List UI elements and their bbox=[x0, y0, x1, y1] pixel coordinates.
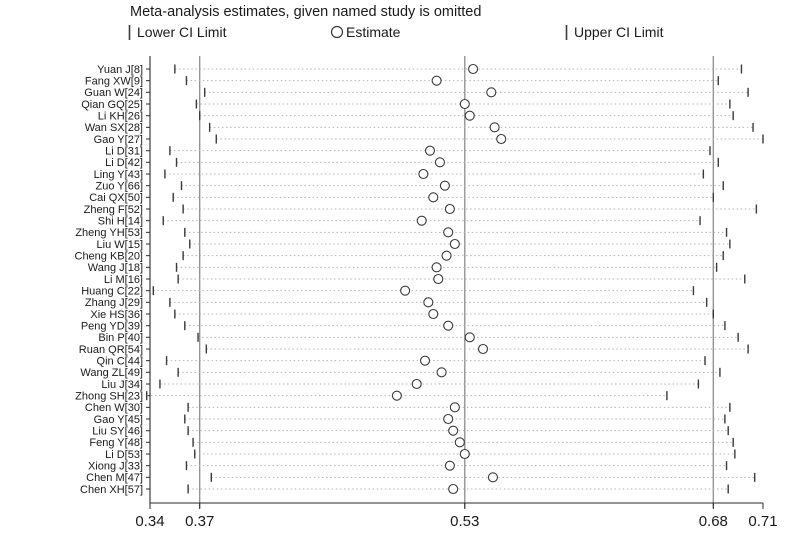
upper-ci-legend-label: Upper CI Limit bbox=[574, 24, 664, 40]
study-label: Wan SX[28] bbox=[85, 122, 143, 134]
estimate-marker bbox=[489, 122, 500, 133]
study-label: Li D[31] bbox=[105, 145, 143, 157]
estimate-marker bbox=[431, 75, 442, 86]
chart-title: Meta-analysis estimates, given named stu… bbox=[130, 4, 481, 20]
estimate-marker bbox=[428, 308, 439, 320]
study-label: Zhong SH[23] bbox=[75, 390, 143, 402]
estimate-legend-marker-icon bbox=[330, 25, 344, 39]
estimate-marker bbox=[448, 483, 459, 495]
estimate-marker bbox=[441, 250, 452, 261]
estimate-marker bbox=[439, 180, 450, 191]
study-label: Cai QX[50] bbox=[89, 192, 143, 204]
estimate-marker bbox=[464, 110, 475, 121]
study-label: Li KH[26] bbox=[98, 110, 143, 122]
study-label: Fang XW[9] bbox=[85, 75, 143, 87]
study-label: Liu W[15] bbox=[97, 239, 143, 251]
legend: Lower CI Limit Estimate Upper CI Limit bbox=[128, 24, 664, 40]
study-label: Li M[16] bbox=[104, 274, 143, 286]
study-label: Qian GQ[25] bbox=[81, 99, 143, 111]
estimate-marker bbox=[424, 145, 436, 156]
plot-area: Yuan J[8]Fang XW[9]Guan W[24]Qian GQ[25]… bbox=[75, 56, 778, 530]
study-label: Cheng KB[20] bbox=[75, 250, 144, 262]
x-tick-label: 0.53 bbox=[450, 513, 479, 530]
estimate-marker bbox=[444, 203, 455, 215]
study-label: Zheng YH[53] bbox=[75, 227, 143, 239]
estimate-marker bbox=[418, 168, 429, 180]
estimate-marker bbox=[443, 227, 454, 238]
estimate-marker bbox=[487, 472, 498, 483]
estimate-marker bbox=[449, 238, 460, 250]
estimate-marker bbox=[444, 460, 455, 471]
estimate-marker bbox=[459, 98, 470, 110]
estimate-marker bbox=[391, 390, 402, 401]
estimate-marker bbox=[416, 215, 427, 226]
study-label: Chen XH[57] bbox=[80, 484, 143, 496]
estimate-marker bbox=[496, 133, 507, 145]
estimate-marker bbox=[419, 355, 431, 366]
study-label: Shi H[14] bbox=[98, 215, 143, 227]
study-label: Guan W[24] bbox=[84, 87, 143, 99]
estimate-marker bbox=[443, 413, 454, 425]
study-label: Wang J[18] bbox=[88, 262, 143, 274]
estimate-marker bbox=[428, 192, 439, 203]
study-label: Li D[53] bbox=[105, 449, 143, 461]
estimate-marker bbox=[468, 63, 479, 75]
lower-ci-legend-label: Lower CI Limit bbox=[137, 24, 227, 40]
x-tick-label: 0.68 bbox=[699, 513, 728, 530]
estimate-legend-label: Estimate bbox=[346, 24, 401, 40]
study-label: Bin P[40] bbox=[98, 332, 143, 344]
estimate-marker bbox=[431, 262, 442, 273]
study-label: Qin C[44] bbox=[97, 355, 143, 367]
x-tick-label: 0.34 bbox=[135, 513, 164, 530]
study-label: Chen M[47] bbox=[86, 472, 143, 484]
study-label: Wang ZL[49] bbox=[80, 367, 143, 379]
estimate-marker bbox=[454, 437, 465, 448]
study-label: Ruan QR[54] bbox=[79, 344, 143, 356]
estimate-marker bbox=[434, 157, 445, 168]
study-label: Ling Y[43] bbox=[94, 169, 143, 181]
estimate-marker bbox=[433, 273, 444, 285]
study-label: Zhang J[29] bbox=[85, 297, 143, 309]
study-label: Gao Y[45] bbox=[94, 414, 143, 426]
study-label: Huang C[22] bbox=[81, 285, 143, 297]
study-label: Feng Y[48] bbox=[89, 437, 143, 449]
study-label: Xie HS[36] bbox=[90, 309, 143, 321]
study-label: Liu J[34] bbox=[101, 379, 143, 391]
estimate-marker bbox=[411, 378, 422, 390]
estimate-marker bbox=[459, 448, 470, 460]
study-label: Gao Y[27] bbox=[94, 134, 143, 146]
estimate-marker bbox=[448, 425, 459, 436]
estimate-marker bbox=[423, 297, 434, 308]
study-label: Zheng F[52] bbox=[84, 204, 143, 216]
study-label: Zuo Y[66] bbox=[96, 180, 144, 192]
study-label: Li D[42] bbox=[105, 157, 143, 169]
x-tick-label: 0.37 bbox=[185, 513, 214, 530]
estimate-marker bbox=[464, 332, 475, 343]
estimate-marker bbox=[449, 402, 460, 413]
study-label: Chen W[30] bbox=[85, 402, 143, 414]
study-label: Xiong J[33] bbox=[88, 460, 143, 472]
study-label: Yuan J[8] bbox=[97, 64, 143, 76]
estimate-marker bbox=[486, 87, 497, 98]
study-label: Peng YD[39] bbox=[81, 320, 143, 332]
estimate-marker bbox=[477, 343, 489, 355]
estimate-marker bbox=[436, 367, 447, 378]
estimate-marker bbox=[400, 285, 411, 296]
x-tick-label: 0.71 bbox=[748, 513, 777, 530]
study-label: Liu SY[46] bbox=[92, 425, 143, 437]
estimate-marker bbox=[443, 320, 454, 331]
